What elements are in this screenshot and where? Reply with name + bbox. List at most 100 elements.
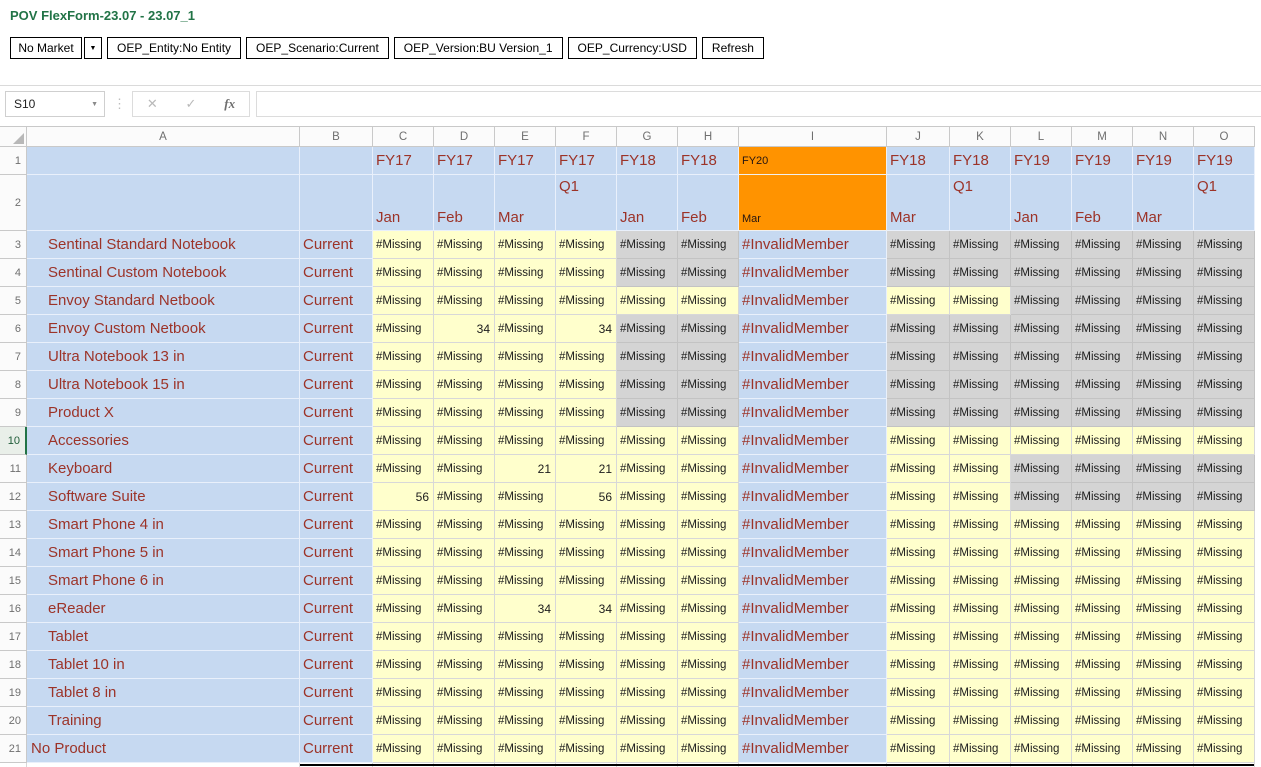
cell-O11[interactable]: #Missing bbox=[1194, 455, 1255, 483]
cell-N2[interactable]: Mar bbox=[1133, 175, 1194, 231]
row-header-15[interactable]: 15 bbox=[0, 567, 27, 595]
cell-H19[interactable]: #Missing bbox=[678, 679, 739, 707]
cell-N20[interactable]: #Missing bbox=[1133, 707, 1194, 735]
column-header-E[interactable]: E bbox=[495, 126, 556, 147]
cell-O17[interactable]: #Missing bbox=[1194, 623, 1255, 651]
column-header-B[interactable]: B bbox=[300, 126, 373, 147]
cell-D21[interactable]: #Missing bbox=[434, 735, 495, 763]
row-header-18[interactable]: 18 bbox=[0, 651, 27, 679]
cell-B17-scenario[interactable]: Current bbox=[300, 623, 373, 651]
cell-B13-scenario[interactable]: Current bbox=[300, 511, 373, 539]
row-header-19[interactable]: 19 bbox=[0, 679, 27, 707]
cell-M4[interactable]: #Missing bbox=[1072, 259, 1133, 287]
cell-M19[interactable]: #Missing bbox=[1072, 679, 1133, 707]
column-header-D[interactable]: D bbox=[434, 126, 495, 147]
cell-F21[interactable]: #Missing bbox=[556, 735, 617, 763]
cell-J20[interactable]: #Missing bbox=[887, 707, 950, 735]
cell-M13[interactable]: #Missing bbox=[1072, 511, 1133, 539]
row-header-16[interactable]: 16 bbox=[0, 595, 27, 623]
cell-K2[interactable]: Q1 bbox=[950, 175, 1011, 231]
row-header-17[interactable]: 17 bbox=[0, 623, 27, 651]
cell-H15[interactable]: #Missing bbox=[678, 567, 739, 595]
cell-I17[interactable]: #InvalidMember bbox=[739, 623, 887, 651]
insert-function-icon[interactable]: fx bbox=[224, 96, 236, 111]
cell-L2[interactable]: Jan bbox=[1011, 175, 1072, 231]
cell-F2[interactable]: Q1 bbox=[556, 175, 617, 231]
cell-C10[interactable]: #Missing bbox=[373, 427, 434, 455]
cell-F5[interactable]: #Missing bbox=[556, 287, 617, 315]
cell-O14[interactable]: #Missing bbox=[1194, 539, 1255, 567]
cell-L12[interactable]: #Missing bbox=[1011, 483, 1072, 511]
cell-I6[interactable]: #InvalidMember bbox=[739, 315, 887, 343]
cell-C3[interactable]: #Missing bbox=[373, 231, 434, 259]
cell-A8-product[interactable]: Ultra Notebook 15 in bbox=[27, 371, 300, 399]
cell-J14[interactable]: #Missing bbox=[887, 539, 950, 567]
cell-K4[interactable]: #Missing bbox=[950, 259, 1011, 287]
cell-B18-scenario[interactable]: Current bbox=[300, 651, 373, 679]
cell-K18[interactable]: #Missing bbox=[950, 651, 1011, 679]
cell-J18[interactable]: #Missing bbox=[887, 651, 950, 679]
cell-F8[interactable]: #Missing bbox=[556, 371, 617, 399]
cell-L17[interactable]: #Missing bbox=[1011, 623, 1072, 651]
cell-B14-scenario[interactable]: Current bbox=[300, 539, 373, 567]
select-all-corner[interactable] bbox=[0, 126, 27, 147]
cell-N9[interactable]: #Missing bbox=[1133, 399, 1194, 427]
cell-N4[interactable]: #Missing bbox=[1133, 259, 1194, 287]
column-header-K[interactable]: K bbox=[950, 126, 1011, 147]
cell-B15-scenario[interactable]: Current bbox=[300, 567, 373, 595]
cell-I21[interactable]: #InvalidMember bbox=[739, 735, 887, 763]
cell-K17[interactable]: #Missing bbox=[950, 623, 1011, 651]
cell-H8[interactable]: #Missing bbox=[678, 371, 739, 399]
cell-I14[interactable]: #InvalidMember bbox=[739, 539, 887, 567]
cell-O8[interactable]: #Missing bbox=[1194, 371, 1255, 399]
cell-N3[interactable]: #Missing bbox=[1133, 231, 1194, 259]
cell-I19[interactable]: #InvalidMember bbox=[739, 679, 887, 707]
cell-D7[interactable]: #Missing bbox=[434, 343, 495, 371]
cell-F15[interactable]: #Missing bbox=[556, 567, 617, 595]
cell-D18[interactable]: #Missing bbox=[434, 651, 495, 679]
cell-H1[interactable]: FY18 bbox=[678, 147, 739, 175]
cell-M2[interactable]: Feb bbox=[1072, 175, 1133, 231]
cell-M8[interactable]: #Missing bbox=[1072, 371, 1133, 399]
cell-L7[interactable]: #Missing bbox=[1011, 343, 1072, 371]
cell-I3[interactable]: #InvalidMember bbox=[739, 231, 887, 259]
cell-A11-product[interactable]: Keyboard bbox=[27, 455, 300, 483]
cell-J11[interactable]: #Missing bbox=[887, 455, 950, 483]
cell-L3[interactable]: #Missing bbox=[1011, 231, 1072, 259]
cell-C21[interactable]: #Missing bbox=[373, 735, 434, 763]
row-header-3[interactable]: 3 bbox=[0, 231, 27, 259]
cell-G11[interactable]: #Missing bbox=[617, 455, 678, 483]
cell-O1[interactable]: FY19 bbox=[1194, 147, 1255, 175]
cell-C20[interactable]: #Missing bbox=[373, 707, 434, 735]
cell-K11[interactable]: #Missing bbox=[950, 455, 1011, 483]
cell-F18[interactable]: #Missing bbox=[556, 651, 617, 679]
cell-L14[interactable]: #Missing bbox=[1011, 539, 1072, 567]
cell-D17[interactable]: #Missing bbox=[434, 623, 495, 651]
column-header-A[interactable]: A bbox=[27, 126, 300, 147]
cell-D13[interactable]: #Missing bbox=[434, 511, 495, 539]
row-header-9[interactable]: 9 bbox=[0, 399, 27, 427]
cell-E17[interactable]: #Missing bbox=[495, 623, 556, 651]
cell-I10[interactable]: #InvalidMember bbox=[739, 427, 887, 455]
cell-L6[interactable]: #Missing bbox=[1011, 315, 1072, 343]
cell-B2[interactable] bbox=[300, 175, 373, 231]
cell-K12[interactable]: #Missing bbox=[950, 483, 1011, 511]
cell-D20[interactable]: #Missing bbox=[434, 707, 495, 735]
cell-I7[interactable]: #InvalidMember bbox=[739, 343, 887, 371]
cell-N12[interactable]: #Missing bbox=[1133, 483, 1194, 511]
cell-E10[interactable]: #Missing bbox=[495, 427, 556, 455]
cell-D14[interactable]: #Missing bbox=[434, 539, 495, 567]
row-header-1[interactable]: 1 bbox=[0, 147, 27, 175]
cell-I8[interactable]: #InvalidMember bbox=[739, 371, 887, 399]
cell-E2[interactable]: Mar bbox=[495, 175, 556, 231]
cell-O3[interactable]: #Missing bbox=[1194, 231, 1255, 259]
cell-J6[interactable]: #Missing bbox=[887, 315, 950, 343]
cell-H3[interactable]: #Missing bbox=[678, 231, 739, 259]
cell-N5[interactable]: #Missing bbox=[1133, 287, 1194, 315]
row-header-4[interactable]: 4 bbox=[0, 259, 27, 287]
column-header-M[interactable]: M bbox=[1072, 126, 1133, 147]
cell-B21-scenario[interactable]: Current bbox=[300, 735, 373, 763]
cell-L10[interactable]: #Missing bbox=[1011, 427, 1072, 455]
cell-K7[interactable]: #Missing bbox=[950, 343, 1011, 371]
cell-J12[interactable]: #Missing bbox=[887, 483, 950, 511]
